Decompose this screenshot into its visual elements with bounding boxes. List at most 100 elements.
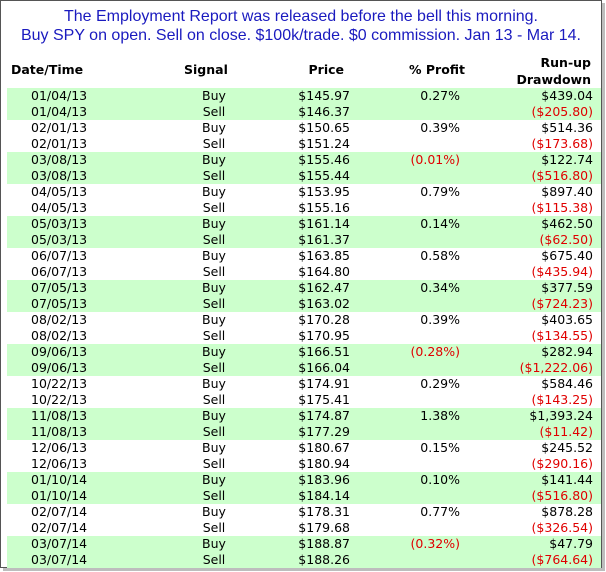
buy-price-cell: $174.91 [298, 376, 350, 391]
buy-date-cell: 07/05/13 [31, 280, 88, 295]
trade-row-pair: 04/05/13 Buy $153.95 0.79% $897.40 04/05/13 Se… [7, 184, 601, 216]
buy-row: 03/08/13 Buy $155.46 (0.01%) $122.74 [7, 152, 601, 168]
buy-signal-cell: Buy [202, 472, 226, 487]
sell-date-cell: 05/03/13 [31, 232, 88, 247]
sell-signal-cell: Sell [202, 232, 226, 247]
profit-cell: (0.32%) [410, 536, 460, 551]
trade-row-pair: 03/08/13 Buy $155.46 (0.01%) $122.74 03/08/13… [7, 152, 601, 184]
sell-row: 03/07/14 Sell $188.26 ($764.64) [7, 552, 601, 568]
sell-row: 04/05/13 Sell $155.16 ($115.38) [7, 200, 601, 216]
sell-price-cell: $166.04 [298, 360, 350, 375]
sell-date-cell: 07/05/13 [31, 296, 88, 311]
sell-date-cell: 02/07/14 [31, 520, 88, 535]
runup-cell: $439.04 [541, 88, 593, 103]
sell-price-cell: $180.94 [298, 456, 350, 471]
sell-date-cell: 10/22/13 [31, 392, 88, 407]
runup-cell: $141.44 [541, 472, 593, 487]
sell-signal-cell: Sell [202, 552, 226, 567]
buy-date-cell: 03/08/13 [31, 152, 88, 167]
sell-date-cell: 08/02/13 [31, 328, 88, 343]
buy-date-cell: 06/07/13 [31, 248, 88, 263]
drawdown-cell: ($115.38) [531, 200, 593, 215]
sell-row: 07/05/13 Sell $163.02 ($724.23) [7, 296, 601, 312]
sell-row: 05/03/13 Sell $161.37 ($62.50) [7, 232, 601, 248]
runup-cell: $675.40 [541, 248, 593, 263]
trade-row-pair: 08/02/13 Buy $170.28 0.39% $403.65 08/02/13 Se… [7, 312, 601, 344]
sell-price-cell: $163.02 [298, 296, 350, 311]
drawdown-cell: ($62.50) [539, 232, 594, 247]
sell-date-cell: 01/10/14 [31, 488, 88, 503]
buy-signal-cell: Buy [202, 280, 226, 295]
buy-signal-cell: Buy [202, 184, 226, 199]
buy-signal-cell: Buy [202, 504, 226, 519]
drawdown-cell: ($1,222.06) [519, 360, 593, 375]
trade-row-pair: 01/10/14 Buy $183.96 0.10% $141.44 01/10/14 Se… [7, 472, 601, 504]
column-header-date: Date/Time [11, 62, 84, 77]
sell-date-cell: 12/06/13 [31, 456, 88, 471]
sell-signal-cell: Sell [202, 168, 226, 183]
sell-row: 02/07/14 Sell $179.68 ($326.54) [7, 520, 601, 536]
sell-date-cell: 09/06/13 [31, 360, 88, 375]
profit-cell: 0.27% [420, 88, 460, 103]
drawdown-cell: ($205.80) [531, 104, 593, 119]
buy-date-cell: 10/22/13 [31, 376, 88, 391]
buy-signal-cell: Buy [202, 408, 226, 423]
buy-row: 02/07/14 Buy $178.31 0.77% $878.28 [7, 504, 601, 520]
sell-row: 11/08/13 Sell $177.29 ($11.42) [7, 424, 601, 440]
buy-row: 11/08/13 Buy $174.87 1.38% $1,393.24 [7, 408, 601, 424]
sell-price-cell: $155.16 [298, 200, 350, 215]
sell-price-cell: $184.14 [298, 488, 350, 503]
table-header: Date/Time Signal Price % Profit Run-up D… [1, 55, 601, 88]
sell-row: 03/08/13 Sell $155.44 ($516.80) [7, 168, 601, 184]
buy-price-cell: $145.97 [298, 88, 350, 103]
buy-price-cell: $174.87 [298, 408, 350, 423]
trade-row-pair: 02/01/13 Buy $150.65 0.39% $514.36 02/01/13 Se… [7, 120, 601, 152]
runup-cell: $584.46 [541, 376, 593, 391]
buy-price-cell: $153.95 [298, 184, 350, 199]
column-header-profit: % Profit [409, 62, 466, 77]
sell-signal-cell: Sell [202, 520, 226, 535]
buy-price-cell: $162.47 [298, 280, 350, 295]
sell-row: 12/06/13 Sell $180.94 ($290.16) [7, 456, 601, 472]
buy-price-cell: $166.51 [298, 344, 350, 359]
profit-cell: (0.28%) [410, 344, 460, 359]
profit-cell: (0.01%) [410, 152, 460, 167]
drawdown-cell: ($516.80) [531, 168, 593, 183]
sell-date-cell: 03/07/14 [31, 552, 88, 567]
drawdown-cell: ($143.25) [531, 392, 593, 407]
buy-row: 10/22/13 Buy $174.91 0.29% $584.46 [7, 376, 601, 392]
drawdown-cell: ($290.16) [531, 456, 593, 471]
trade-row-pair: 07/05/13 Buy $162.47 0.34% $377.59 07/05/13 Se… [7, 280, 601, 312]
buy-price-cell: $188.87 [298, 536, 350, 551]
sell-row: 09/06/13 Sell $166.04 ($1,222.06) [7, 360, 601, 376]
sell-row: 06/07/13 Sell $164.80 ($435.94) [7, 264, 601, 280]
sell-signal-cell: Sell [202, 392, 226, 407]
sell-row: 01/10/14 Sell $184.14 ($516.80) [7, 488, 601, 504]
buy-date-cell: 11/08/13 [31, 408, 88, 423]
sell-signal-cell: Sell [202, 488, 226, 503]
buy-signal-cell: Buy [202, 248, 226, 263]
drawdown-cell: ($724.23) [531, 296, 593, 311]
drawdown-cell: ($134.55) [531, 328, 593, 343]
buy-row: 05/03/13 Buy $161.14 0.14% $462.50 [7, 216, 601, 232]
sell-price-cell: $179.68 [298, 520, 350, 535]
buy-price-cell: $170.28 [298, 312, 350, 327]
buy-row: 01/10/14 Buy $183.96 0.10% $141.44 [7, 472, 601, 488]
buy-date-cell: 02/01/13 [31, 120, 88, 135]
drawdown-cell: ($173.68) [531, 136, 593, 151]
sell-signal-cell: Sell [202, 200, 226, 215]
sell-date-cell: 11/08/13 [31, 424, 88, 439]
sell-row: 02/01/13 Sell $151.24 ($173.68) [7, 136, 601, 152]
buy-date-cell: 01/10/14 [31, 472, 88, 487]
runup-cell: $47.79 [549, 536, 593, 551]
sell-price-cell: $161.37 [298, 232, 350, 247]
runup-cell: $1,393.24 [529, 408, 593, 423]
drawdown-cell: ($435.94) [531, 264, 593, 279]
report-heading: The Employment Report was released befor… [1, 7, 601, 45]
sell-date-cell: 02/01/13 [31, 136, 88, 151]
sell-signal-cell: Sell [202, 264, 226, 279]
drawdown-cell: ($764.64) [531, 552, 593, 567]
column-header-runup: Run-up [540, 55, 591, 70]
trade-row-pair: 09/06/13 Buy $166.51 (0.28%) $282.94 09/06/13… [7, 344, 601, 376]
